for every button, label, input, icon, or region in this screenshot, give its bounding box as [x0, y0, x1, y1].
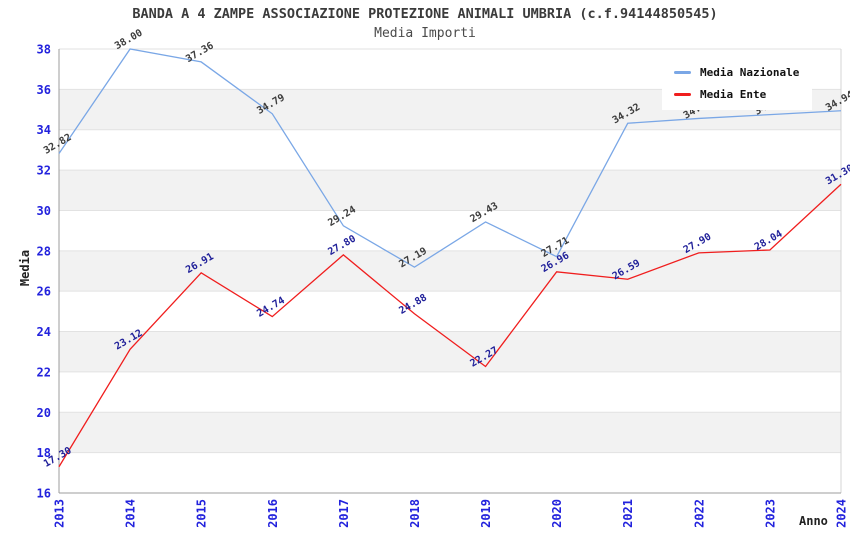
plot-band	[59, 331, 841, 372]
plot-band	[59, 412, 841, 453]
legend-swatch-media-ente-icon	[674, 92, 691, 96]
legend-item-media-nazionale: Media Nazionale	[674, 61, 804, 83]
x-tick-label: 2016	[266, 499, 280, 528]
x-tick-label: 2018	[408, 499, 422, 528]
x-tick-label: 2015	[195, 499, 209, 528]
plot-band	[59, 250, 841, 292]
x-tick-label: 2014	[124, 499, 138, 528]
series-line-media-ente	[58, 183, 842, 468]
x-tick-label: 2023	[763, 499, 777, 528]
legend-label: Media Ente	[700, 87, 767, 101]
y-tick-label: 30	[37, 204, 51, 218]
y-tick-label: 26	[37, 285, 51, 299]
x-tick-label: 2021	[621, 499, 635, 528]
y-tick-label: 22	[37, 365, 51, 379]
y-tick-label: 36	[37, 83, 51, 97]
x-tick-label: 2019	[479, 499, 493, 528]
chart-title: BANDA A 4 ZAMPE ASSOCIAZIONE PROTEZIONE …	[132, 6, 718, 22]
y-axis-title: Media	[18, 249, 32, 287]
x-tick-label: 2017	[337, 499, 351, 528]
legend: Media Nazionale Media Ente	[662, 56, 812, 110]
legend-item-media-ente: Media Ente	[674, 83, 804, 105]
x-tick-label: 2022	[692, 499, 706, 528]
chart-subtitle: Media Importi	[374, 26, 476, 41]
y-tick-label: 28	[37, 244, 51, 258]
y-tick-label: 24	[37, 325, 51, 339]
series-line-media-nazionale	[58, 48, 842, 268]
x-axis-title: Anno	[799, 514, 828, 528]
y-tick-label: 20	[37, 406, 51, 420]
x-tick-label: 2024	[835, 499, 849, 528]
legend-swatch-media-nazionale-icon	[674, 70, 691, 74]
y-tick-label: 38	[37, 43, 51, 57]
y-tick-label: 18	[37, 446, 51, 460]
y-tick-label: 32	[37, 164, 51, 178]
y-tick-label: 16	[37, 487, 51, 501]
legend-label: Media Nazionale	[700, 65, 800, 79]
y-tick-label: 34	[37, 123, 51, 137]
plot-band	[59, 170, 841, 211]
x-tick-label: 2013	[53, 499, 67, 528]
x-tick-label: 2020	[550, 499, 564, 528]
